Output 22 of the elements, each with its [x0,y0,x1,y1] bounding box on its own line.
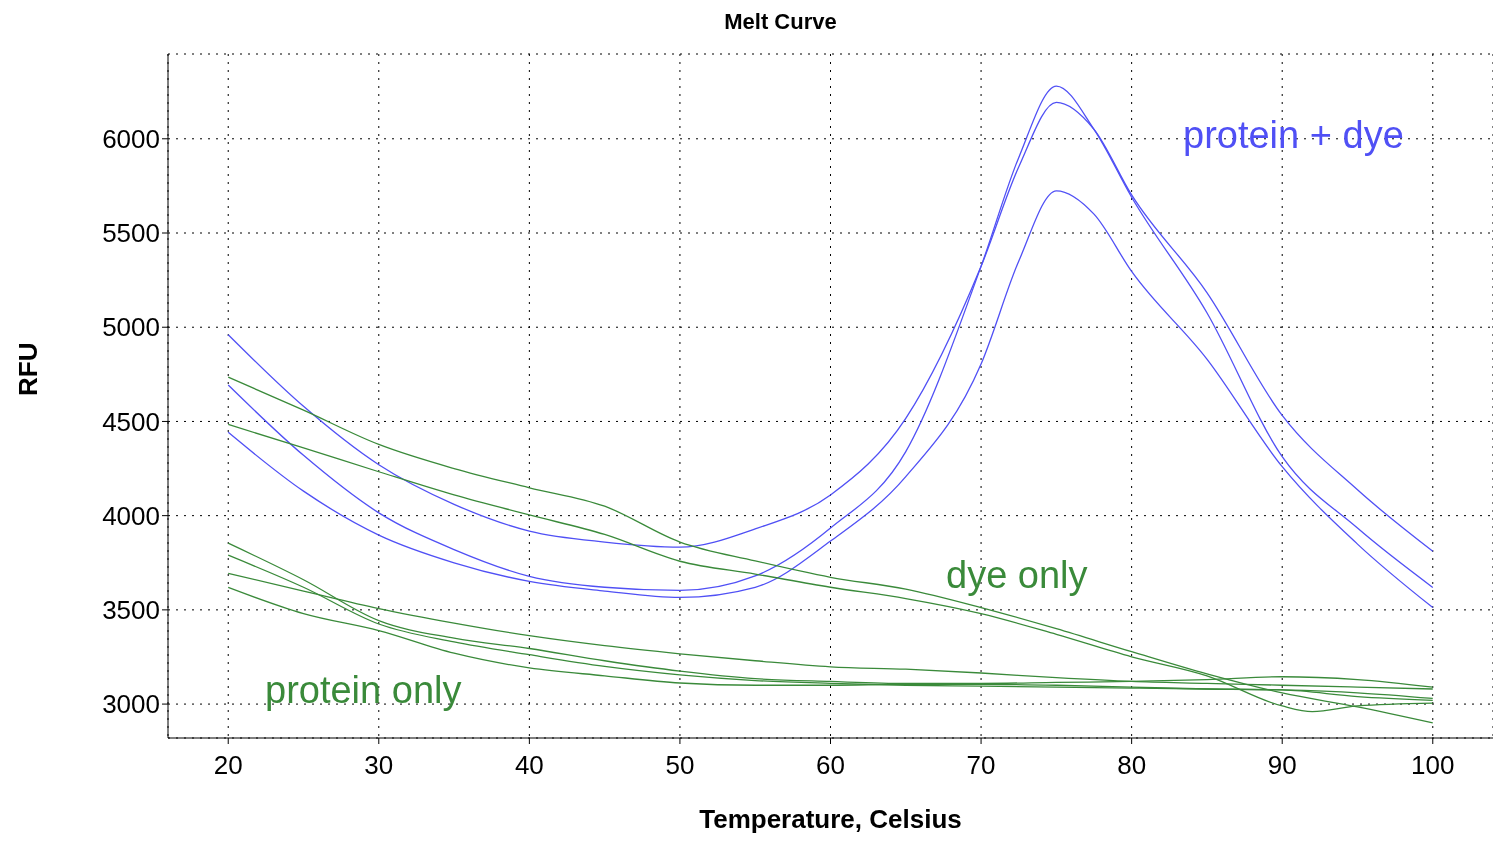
x-tick-label: 100 [1411,750,1455,781]
x-tick-label: 20 [213,750,243,781]
y-tick-label: 5500 [102,218,160,249]
y-tick-label: 4000 [102,500,160,531]
x-tick-label: 30 [364,750,394,781]
x-tick-label: 60 [816,750,845,781]
y-tick-label: 3000 [102,689,160,720]
x-tick-label: 50 [665,750,695,781]
x-tick-label: 80 [1117,750,1147,781]
y-tick-label: 4500 [102,406,160,437]
annotation: protein only [265,668,462,712]
y-tick-label: 6000 [102,124,160,155]
chart-title: Melt Curve [723,8,838,36]
y-tick-label: 5000 [102,312,160,343]
annotation: dye only [946,553,1088,597]
x-tick-label: 70 [966,750,996,781]
y-axis-title: RFU [13,342,44,396]
x-tick-label: 40 [514,750,544,781]
x-tick-label: 90 [1267,750,1297,781]
y-tick-label: 3500 [102,595,160,626]
x-axis-title: Temperature, Celsius [699,804,962,834]
annotation: protein + dye [1183,113,1404,157]
